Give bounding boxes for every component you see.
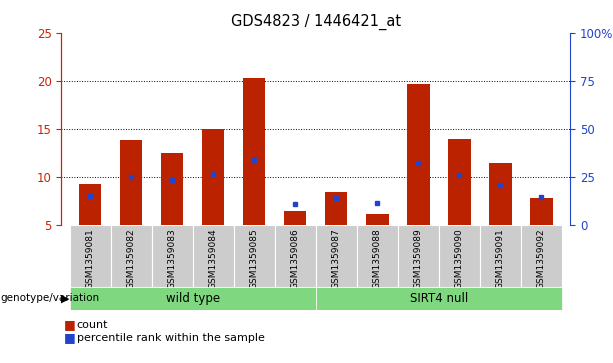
Bar [151, 225, 192, 287]
Bar [448, 139, 471, 225]
Text: SIRT4 null: SIRT4 null [409, 292, 468, 305]
Text: GSM1359088: GSM1359088 [373, 228, 382, 289]
Text: ■: ■ [64, 318, 76, 331]
Text: GSM1359083: GSM1359083 [167, 228, 177, 289]
Bar [161, 153, 183, 225]
Bar [521, 225, 562, 287]
Bar [530, 198, 553, 225]
Bar [202, 129, 224, 225]
Bar [357, 225, 398, 287]
Bar [234, 225, 275, 287]
Text: genotype/variation: genotype/variation [1, 293, 100, 303]
Text: GSM1359084: GSM1359084 [208, 228, 218, 289]
Bar [120, 140, 142, 225]
Bar [110, 225, 151, 287]
Bar [439, 225, 480, 287]
Bar [316, 225, 357, 287]
Bar [407, 83, 430, 225]
Text: GSM1359082: GSM1359082 [126, 228, 135, 289]
Bar [69, 225, 110, 287]
Bar [69, 287, 316, 310]
Bar [192, 225, 234, 287]
Text: GSM1359092: GSM1359092 [537, 228, 546, 289]
Bar [480, 225, 521, 287]
Text: GSM1359081: GSM1359081 [86, 228, 94, 289]
Bar [325, 192, 348, 225]
Bar [284, 211, 306, 225]
Bar [243, 78, 265, 225]
Text: ■: ■ [64, 331, 76, 344]
Text: ▶: ▶ [61, 293, 69, 303]
Text: GSM1359085: GSM1359085 [249, 228, 259, 289]
Text: GSM1359087: GSM1359087 [332, 228, 341, 289]
Bar [366, 213, 389, 225]
Bar [398, 225, 439, 287]
Bar [316, 287, 562, 310]
Text: GSM1359086: GSM1359086 [291, 228, 300, 289]
Text: GSM1359091: GSM1359091 [496, 228, 505, 289]
Bar [275, 225, 316, 287]
Text: GSM1359090: GSM1359090 [455, 228, 464, 289]
Text: percentile rank within the sample: percentile rank within the sample [77, 333, 264, 343]
Text: GSM1359089: GSM1359089 [414, 228, 423, 289]
Bar [78, 184, 101, 225]
Text: wild type: wild type [166, 292, 219, 305]
Text: count: count [77, 320, 108, 330]
Title: GDS4823 / 1446421_at: GDS4823 / 1446421_at [230, 14, 401, 30]
Bar [489, 163, 512, 225]
